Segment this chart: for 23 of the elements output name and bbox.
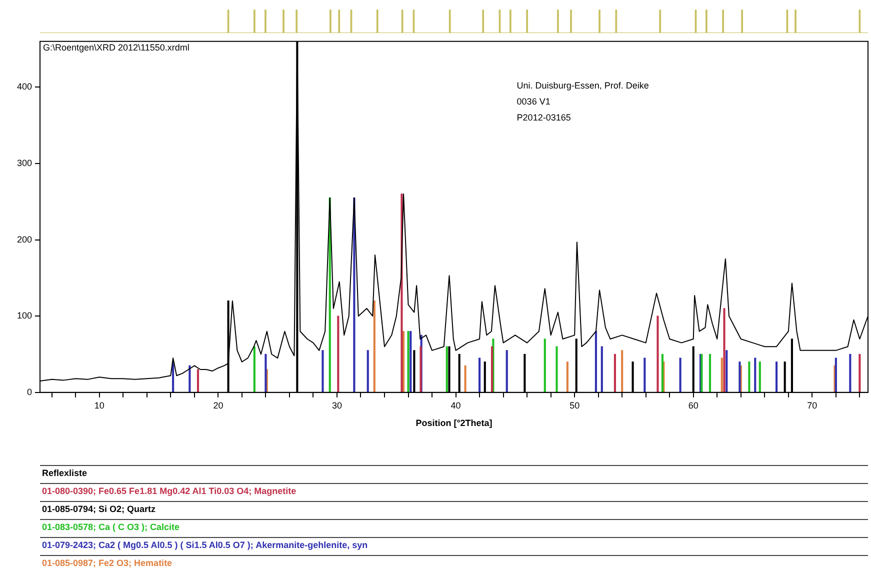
legend-title: Reflexliste bbox=[40, 466, 868, 484]
annotation: G:\Roentgen\XRD 2012\11550.xrdml bbox=[43, 42, 190, 52]
text: 01-083-0578; Ca ( C O3 ); Calcite bbox=[40, 520, 868, 538]
x-tick-label: 30 bbox=[332, 400, 342, 410]
y-tick-label: 200 bbox=[16, 234, 32, 244]
y-tick-label: 400 bbox=[16, 82, 32, 92]
x-tick-label: 60 bbox=[688, 400, 698, 410]
x-tick-label: 70 bbox=[807, 400, 818, 410]
text: 01-085-0794; Si O2; Quartz bbox=[40, 502, 868, 520]
x-tick-label: 50 bbox=[570, 400, 580, 410]
x-tick-label: 20 bbox=[213, 400, 224, 410]
x-tick-label: 40 bbox=[450, 400, 461, 410]
annotation: Uni. Duisburg-Essen, Prof. Deike bbox=[516, 80, 649, 90]
y-tick-label: 300 bbox=[16, 158, 32, 168]
x-tick-label: 10 bbox=[94, 400, 104, 410]
annotation: P2012-03165 bbox=[516, 112, 571, 122]
text: 01-080-0390; Fe0.65 Fe1.81 Mg0.42 Al1 Ti0.03 O4; Magnetite bbox=[40, 484, 868, 502]
x-axis-title: Position [°2Theta] bbox=[416, 418, 492, 428]
text: 01-079-2423; Ca2 ( Mg0.5 Al0.5 ) ( Si1.5 Al0.5 O7 ); Akermanite-gehlenite, syn bbox=[40, 538, 868, 556]
y-tick-label: 0 bbox=[26, 386, 32, 397]
text: 01-085-0987; Fe2 O3; Hematite bbox=[40, 556, 868, 570]
y-tick-label: 100 bbox=[16, 310, 32, 321]
annotation: 0036 V1 bbox=[516, 96, 550, 106]
